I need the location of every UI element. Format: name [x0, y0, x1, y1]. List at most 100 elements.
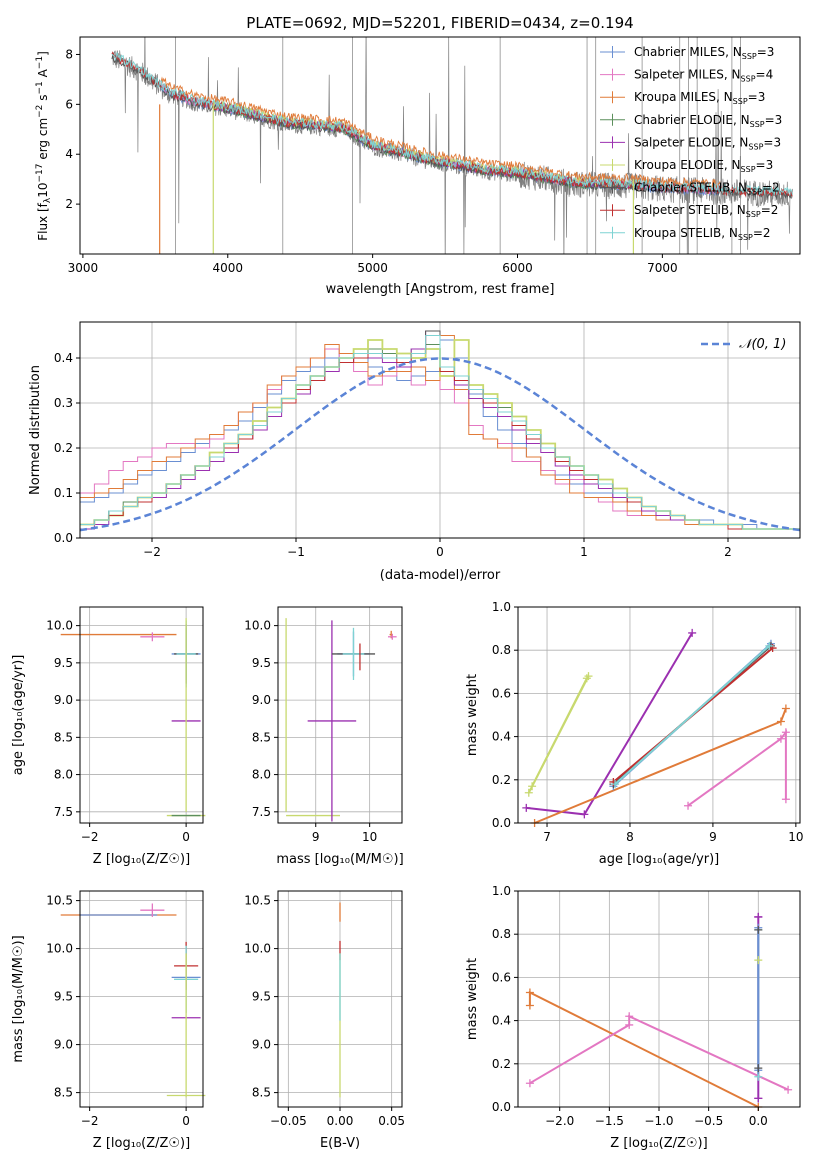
legend-label-subscript: SSP: [733, 97, 748, 106]
y-tick-label: 1.0: [492, 600, 511, 614]
mass-vs-metallicity-panel: −2 0 8.5 9.0 9.5 10.0 10.5 Z [log₁₀(Z/Z☉)] mass …: [11, 890, 206, 1151]
weight-marker-salp-miles: [776, 734, 785, 743]
x-tick-label: −2: [143, 545, 161, 559]
ticks: −0.05 0.00 0.05 8.5 9.0 9.5 10.0 10.5: [244, 894, 405, 1128]
spectrum-ylabel: Flux [fλ10−17 erg cm−2 s−1 A−1]: [35, 51, 53, 241]
legend-entry: Chabrier MILES, NSSP=3: [634, 45, 774, 61]
x-tick-label: 5000: [357, 261, 388, 275]
y-tick-label: 0.6: [492, 686, 511, 700]
y-tick-label: 6: [65, 97, 73, 111]
legend-label-subscript: SSP: [742, 52, 757, 61]
x-tick-label: 3000: [68, 261, 99, 275]
ticks: 7 8 9 10 0.0 0.2 0.4 0.6 0.8 1.0: [492, 600, 804, 844]
axes-frame: [277, 606, 403, 824]
y-tick-label: 9.0: [54, 1038, 73, 1052]
weight-marker-salp-elodie: [688, 628, 697, 637]
legend-entry: Chabrier STELIB, NSSP=2: [634, 181, 780, 197]
x-tick-label: −0.05: [270, 1114, 307, 1128]
weight-marker-salp-miles: [525, 1079, 534, 1088]
weight-marker-krou-elodie: [524, 788, 533, 797]
legend-label-subscript: SSP: [746, 210, 761, 219]
y-tick-label: 0.2: [54, 441, 73, 455]
histogram-ylabel: Normed distribution: [28, 365, 43, 495]
y-tick-label: 8.0: [252, 768, 271, 782]
legend-label-suffix: =3: [765, 113, 783, 127]
weight-marker-krou-stelib: [611, 780, 620, 789]
model-spectrum-salp-stelib: [111, 51, 793, 197]
legend-label-suffix: =3: [756, 158, 774, 172]
weight-line-krou-miles: [534, 708, 787, 824]
weight-marker-salp-miles: [781, 795, 790, 804]
legend-label-subscript: SSP: [738, 233, 753, 242]
y-tick-label: 0.8: [492, 927, 511, 941]
mass-vs-ebv-panel: −0.05 0.00 0.05 8.5 9.0 9.5 10.0 10.5 E(B-V): [244, 890, 405, 1151]
y-tick-label: 0.0: [54, 531, 73, 545]
spectrum-model-lines: [111, 37, 793, 254]
y-tick-label: 0.1: [54, 486, 73, 500]
y-tick-label: 0.2: [492, 773, 511, 787]
y-tick-label: 0.3: [54, 396, 73, 410]
weight-line-salp-elodie: [526, 632, 694, 816]
y-tick-label: 7.5: [252, 805, 271, 819]
spectrum-title: PLATE=0692, MJD=52201, FIBERID=0434, z=0…: [246, 14, 633, 32]
x-tick-label: 7000: [647, 261, 678, 275]
legend-label-suffix: =3: [757, 45, 775, 59]
y-tick-label: 10.5: [244, 894, 271, 908]
legend-label-suffix: =2: [753, 226, 771, 240]
weight-marker-salp-miles: [684, 801, 693, 810]
model-spectrum-salp-elodie: [212, 102, 634, 191]
x-tick-label: 2: [724, 545, 732, 559]
x-tick-label: 0: [182, 830, 190, 844]
axes-frame: [79, 606, 204, 824]
y-tick-label: 0.8: [492, 643, 511, 657]
weight-marker-salp-miles: [625, 1012, 634, 1021]
y-axis-label: age [log₁₀(age/yr)]: [11, 655, 26, 776]
plot-content: [285, 618, 397, 822]
legend-entry: Kroupa ELODIE, NSSP=3: [634, 158, 773, 174]
legend-entry: Kroupa MILES, NSSP=3: [634, 90, 765, 106]
x-tick-label: −2: [81, 830, 99, 844]
grid: [80, 607, 203, 823]
weight-marker-salp-elodie: [522, 803, 531, 812]
x-axis-label: Z [log₁₀(Z/Z☉)]: [610, 1136, 707, 1151]
x-tick-label: −2: [81, 1114, 99, 1128]
weight-line-krou-elodie: [531, 677, 588, 787]
weight-line-krou-stelib: [614, 645, 770, 785]
x-axis-label: mass [log₁₀(M/M☉)]: [276, 852, 403, 867]
legend-label-suffix: =2: [761, 203, 779, 217]
grid: [278, 607, 402, 823]
y-tick-label: 10.0: [46, 619, 73, 633]
x-tick-label: 0: [182, 1114, 190, 1128]
y-tick-label: 0.0: [492, 816, 511, 830]
x-tick-label: 9: [312, 830, 320, 844]
legend-label-suffix: =3: [748, 90, 766, 104]
legend-label-subscript: SSP: [741, 165, 756, 174]
age-vs-metallicity-panel: −2 0 7.5 8.0 8.5 9.0 9.5 10.0 Z [log₁₀(Z/Z☉)] age…: [11, 606, 206, 867]
y-tick-label: 1.0: [492, 884, 511, 898]
x-tick-label: 0.05: [378, 1114, 405, 1128]
legend-label: Chabrier STELIB, N: [634, 181, 747, 195]
x-tick-label: 0: [436, 545, 444, 559]
legend-label: Salpeter MILES, N: [634, 68, 741, 82]
y-tick-label: 0.4: [492, 730, 511, 744]
legend-label: Kroupa STELIB, N: [634, 226, 738, 240]
legend-label: Salpeter STELIB, N: [634, 203, 746, 217]
legend-label-subscript: SSP: [741, 75, 756, 84]
legend-label: Chabrier MILES, N: [634, 45, 742, 59]
x-tick-label: 0.00: [327, 1114, 354, 1128]
legend-label-subscript: SSP: [748, 142, 763, 151]
model-spectrum-krou-stelib: [111, 52, 793, 196]
weight-marker-chab-stelib: [754, 1064, 763, 1073]
y-tick-label: 8.5: [252, 1086, 271, 1100]
weight-marker-krou-elodie: [582, 674, 591, 683]
weight-marker-salp-miles: [784, 1085, 793, 1094]
y-tick-label: 9.5: [252, 656, 271, 670]
x-tick-label: −2.0: [545, 1114, 574, 1128]
model-spectrum-krou-elodie: [212, 100, 634, 189]
y-tick-label: 7.5: [54, 805, 73, 819]
weight-line-krou-miles: [528, 990, 759, 1108]
legend-label-subscript: SSP: [747, 188, 762, 197]
y-tick-label: 8: [65, 47, 73, 61]
x-tick-label: 8: [626, 830, 634, 844]
